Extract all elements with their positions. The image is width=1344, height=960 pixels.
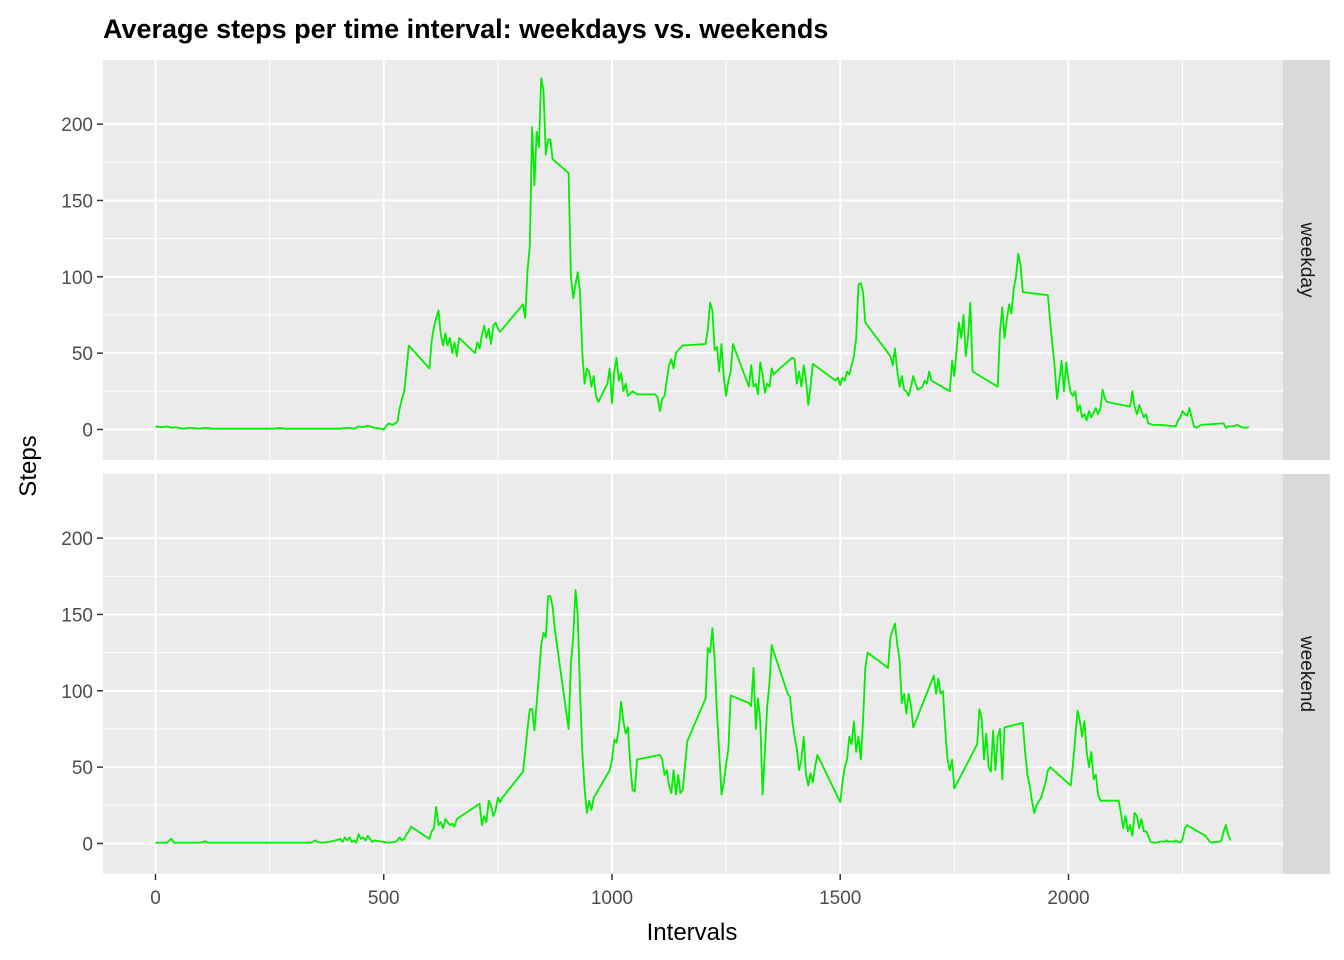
series-line-weekend (155, 589, 1232, 844)
y-tick-label: 150 (61, 191, 93, 212)
y-tick-label: 100 (61, 268, 93, 289)
gridlines (103, 60, 1283, 460)
y-tick-label: 100 (61, 682, 93, 703)
x-axis-title: Intervals (647, 919, 738, 946)
panel-background (103, 474, 1283, 874)
x-tick-label: 0 (150, 888, 161, 909)
series-line-weekday (155, 77, 1249, 431)
x-tick-label: 1000 (591, 888, 633, 909)
facet-strip (1283, 474, 1330, 874)
x-tick-label: 2000 (1047, 888, 1089, 909)
y-tick-label: 50 (72, 344, 93, 365)
y-tick-label: 0 (82, 834, 93, 855)
chart-title: Average steps per time interval: weekday… (103, 14, 828, 44)
panel-weekend: 0 50 100 150 200 weekend (61, 474, 1330, 874)
panel-weekday: 0 50 100 150 200 weekday (61, 60, 1330, 460)
y-tick-label: 150 (61, 605, 93, 626)
y-tick-label: 0 (82, 420, 93, 441)
facet-strip (1283, 60, 1330, 460)
panel-background (103, 60, 1283, 460)
facet-strip-label: weekday (1296, 222, 1317, 298)
y-tick-label: 200 (61, 529, 93, 550)
y-tick-label: 50 (72, 758, 93, 779)
x-axis: 0 500 1000 1500 2000 (150, 874, 1090, 909)
facet-strip-label: weekend (1296, 635, 1317, 712)
x-tick-label: 1500 (819, 888, 861, 909)
facet-panels: 0 50 100 150 200 weekday 0 50 100 150 200 weekend (61, 60, 1330, 874)
y-axis-title: Steps (15, 435, 42, 496)
y-tick-label: 200 (61, 115, 93, 136)
x-tick-label: 500 (368, 888, 400, 909)
